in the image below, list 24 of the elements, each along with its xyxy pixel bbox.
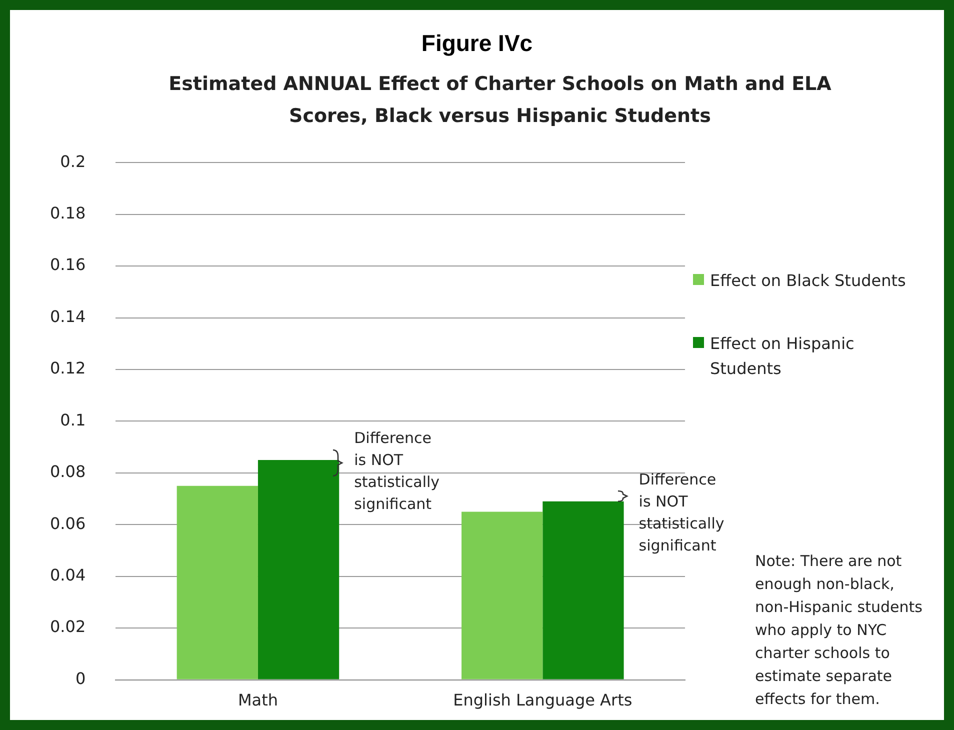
bar [542,501,624,680]
chart-title: Figure IVc [420,30,534,57]
y-tick-label: 0.18 [50,203,86,222]
y-tick-label: 0.02 [50,617,86,636]
y-tick-label: 0.08 [50,462,86,482]
legend-label: Effect on Hispanic Students [710,333,856,380]
annotation: Difference is NOT statistically significant [638,470,724,554]
x-tick-label: English Language Arts [453,690,632,710]
y-tick-label: 0.14 [50,306,86,326]
y-tick-label: 0.16 [50,255,86,274]
bar [258,460,340,680]
x-tick-label: Math [238,690,278,710]
y-tick-label: 0.1 [60,410,86,430]
y-tick-label: 0.04 [50,566,86,585]
chart-subtitle: Estimated ANNUAL Effect of Charter Schools on Math and ELA Scores, Black versus Hispanic Students [168,72,832,129]
bar [462,512,543,680]
y-tick-label: 0.2 [60,152,86,171]
y-tick-label: 0.06 [50,514,86,533]
bar [176,486,258,680]
text: Note: There are not enough non-black, non-Hispanic students who apply to NYC charter schools to estimate separate effects for them. [755,551,924,710]
y-tick-label: 0.12 [50,358,86,378]
annotation: Difference is NOT statistically significant [354,428,440,513]
legend-label: Effect on Black Students [710,270,907,292]
y-tick-label: 0 [75,668,86,688]
